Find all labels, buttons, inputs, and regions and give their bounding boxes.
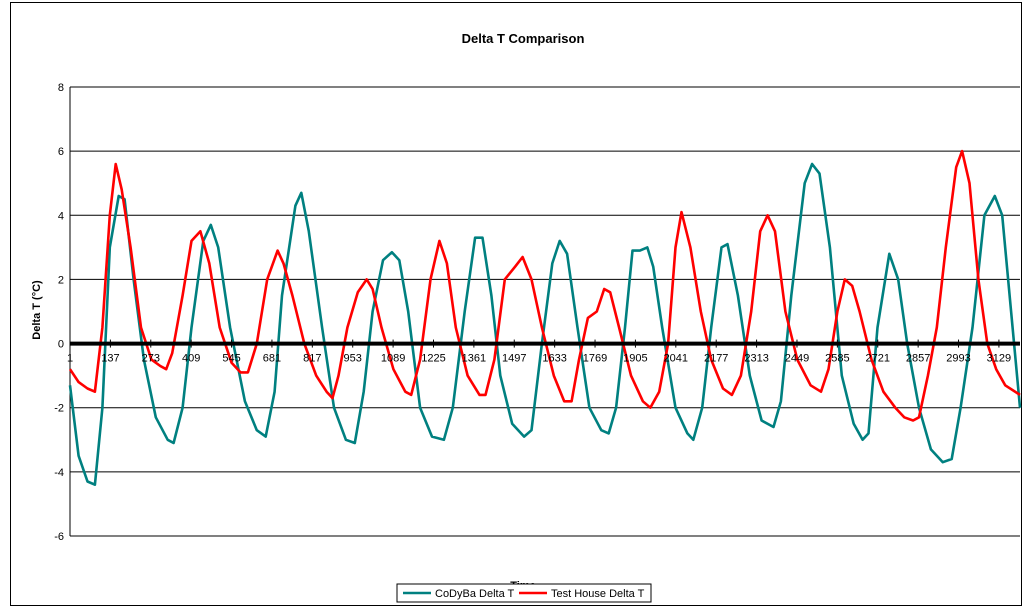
x-tick-label: 1 bbox=[67, 353, 73, 365]
x-tick-label: 2449 bbox=[785, 353, 809, 365]
y-tick-label: 8 bbox=[58, 82, 64, 94]
x-tick-label: 1497 bbox=[502, 353, 526, 365]
gridlines bbox=[69, 86, 1020, 537]
legend-label: Test House Delta T bbox=[551, 588, 645, 600]
y-tick-label: 6 bbox=[58, 146, 64, 158]
x-tick-label: 1361 bbox=[462, 353, 486, 365]
x-tick-label: 953 bbox=[344, 353, 362, 365]
y-tick-label: -2 bbox=[54, 403, 64, 415]
x-tick-label: 2041 bbox=[664, 353, 688, 365]
series-lines bbox=[68, 149, 1022, 486]
y-tick-label: 0 bbox=[58, 339, 64, 351]
x-tick-label: 2721 bbox=[866, 353, 890, 365]
x-tick-label: 2993 bbox=[946, 353, 970, 365]
legend: CoDyBa Delta T Test House Delta T bbox=[396, 583, 652, 603]
y-tick-label: 4 bbox=[58, 210, 64, 222]
x-tick-label: 137 bbox=[101, 353, 119, 365]
y-tick-label: -4 bbox=[54, 467, 64, 479]
x-tick-label: 1905 bbox=[623, 353, 647, 365]
series-line-codyba bbox=[68, 162, 1022, 486]
legend-label: CoDyBa Delta T bbox=[435, 588, 515, 600]
x-tick-label: 2857 bbox=[906, 353, 930, 365]
x-tick-label: 1089 bbox=[381, 353, 405, 365]
x-tick-label: 545 bbox=[222, 353, 240, 365]
x-tick-labels: 1 137 273 409 545 681 817 953 1089 1225 1361 1497 16… bbox=[67, 339, 1011, 365]
x-tick-label: 1769 bbox=[583, 353, 607, 365]
y-tick-label: 2 bbox=[58, 274, 64, 286]
x-tick-label: 2585 bbox=[825, 353, 849, 365]
x-tick-label: 273 bbox=[142, 353, 160, 365]
chart-frame bbox=[10, 2, 1022, 606]
x-tick-label: 681 bbox=[263, 353, 281, 365]
x-tick-label: 817 bbox=[303, 353, 321, 365]
y-tick-labels: -6 -4 -2 0 2 4 6 8 bbox=[54, 82, 64, 543]
x-tick-label: 2177 bbox=[704, 353, 728, 365]
x-tick-label: 1633 bbox=[542, 353, 566, 365]
series-line-test-house bbox=[68, 149, 1021, 422]
x-tick-label: 1225 bbox=[421, 353, 445, 365]
x-tick-label: 2313 bbox=[744, 353, 768, 365]
y-tick-label: -6 bbox=[54, 531, 64, 543]
chart-title: Delta T Comparison bbox=[462, 31, 585, 46]
x-tick-label: 409 bbox=[182, 353, 200, 365]
y-axis-title: Delta T (°C) bbox=[31, 280, 43, 340]
x-tick-label: 3129 bbox=[987, 353, 1011, 365]
